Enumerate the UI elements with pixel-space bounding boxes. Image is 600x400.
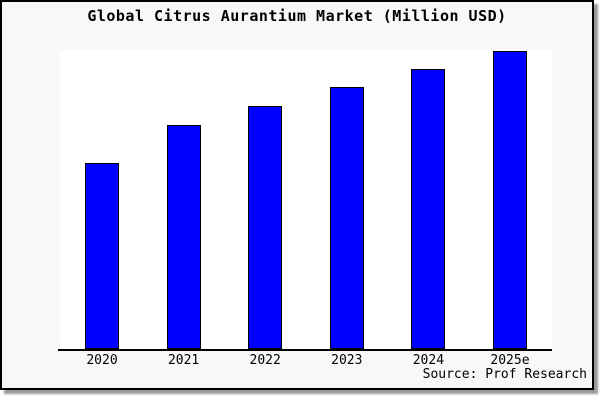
bar-2020	[85, 163, 119, 349]
x-tick-label: 2023	[331, 353, 363, 368]
bars	[60, 50, 552, 349]
bar-2025e	[492, 51, 527, 349]
bar-2024	[411, 69, 446, 349]
x-tick-label: 2022	[249, 353, 281, 368]
x-tick-2022: 2022	[248, 353, 282, 368]
x-tick-2025e: 2025e	[490, 353, 530, 368]
x-tick-2023: 2023	[330, 353, 364, 368]
x-axis-tick-labels: 2020 2021 2022 2023 2024 2025e	[60, 353, 552, 368]
x-tick-2021: 2021	[167, 353, 201, 368]
chart-title: Global Citrus Aurantium Market (Million …	[87, 7, 507, 25]
bar-2023	[329, 87, 364, 349]
x-tick-label: 2024	[412, 353, 445, 368]
x-tick-2024: 2024	[411, 353, 445, 368]
chart-figure: Global Citrus Aurantium Market (Million …	[0, 0, 594, 390]
bar-2022	[248, 106, 283, 349]
x-tick-label: 2021	[167, 353, 200, 368]
x-tick-label: 2025e	[490, 353, 530, 368]
source-credit: Source: Prof Research	[422, 367, 587, 382]
x-tick-label: 2020	[86, 353, 118, 368]
plot-area	[60, 50, 552, 349]
x-tick-2020: 2020	[85, 353, 119, 368]
bar-2021	[166, 125, 201, 349]
x-axis-line	[58, 349, 552, 351]
